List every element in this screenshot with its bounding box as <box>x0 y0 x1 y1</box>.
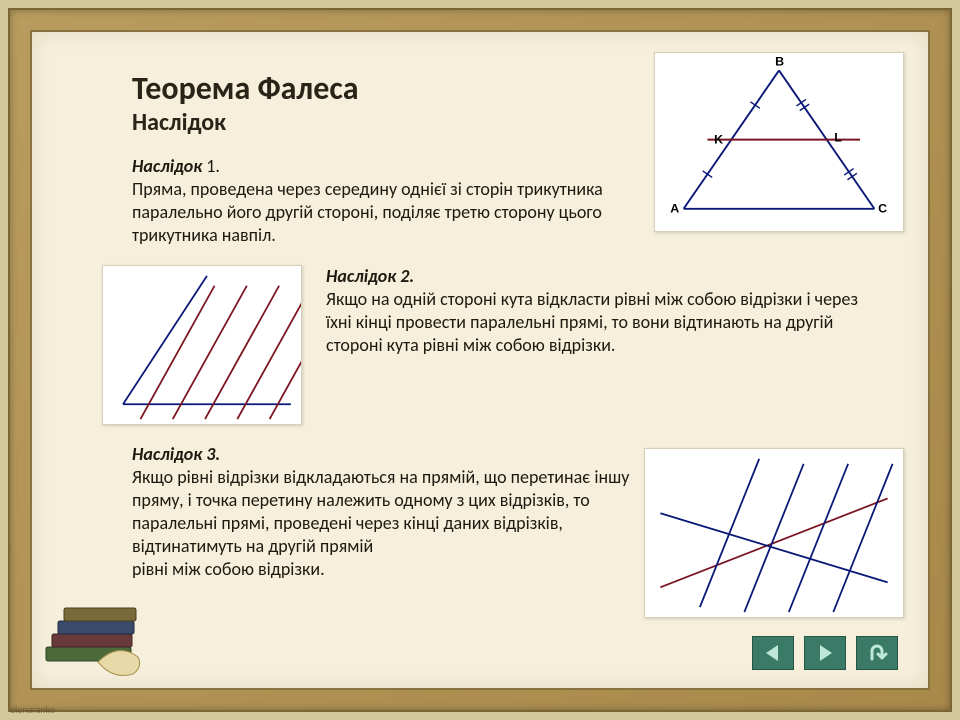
u-turn-icon <box>865 641 889 665</box>
triangle-figure: A B C K L <box>654 52 904 232</box>
corollary-1-lead: Наслідок <box>132 155 202 177</box>
arrow-right-icon <box>813 641 837 665</box>
books-decoration <box>38 572 168 682</box>
nav-prev-button[interactable] <box>752 636 794 670</box>
corollary-3-lead: Наслідок 3. <box>132 443 220 465</box>
corollary-3-text: Якщо рівні відрізки відкладаються на пря… <box>132 466 629 580</box>
corollary-2-text: Якщо на одній стороні кута відкласти рів… <box>326 288 858 356</box>
svg-text:L: L <box>834 131 842 145</box>
credit-text: elenaranko <box>10 703 55 716</box>
nav-home-button[interactable] <box>856 636 898 670</box>
corollary-1-text: Пряма, проведена через середину однієї з… <box>132 178 603 246</box>
slide-outer-frame: Теорема Фалеса Наслідок Наслідок 1. Прям… <box>8 8 952 712</box>
corollary-2: Наслідок 2. Якщо на одній стороні кута в… <box>132 265 878 425</box>
arrow-left-icon <box>761 641 785 665</box>
angle-figure <box>102 265 302 425</box>
crossing-lines-figure <box>644 448 904 618</box>
nav-next-button[interactable] <box>804 636 846 670</box>
svg-text:A: A <box>670 202 679 216</box>
svg-text:B: B <box>775 55 784 69</box>
corollary-2-lead: Наслідок 2. <box>326 265 414 287</box>
slide-inner-frame: Теорема Фалеса Наслідок Наслідок 1. Прям… <box>30 30 930 690</box>
svg-text:C: C <box>878 202 887 216</box>
nav-buttons <box>752 636 898 670</box>
svg-text:K: K <box>714 132 723 146</box>
corollary-1-num: 1. <box>206 155 220 177</box>
